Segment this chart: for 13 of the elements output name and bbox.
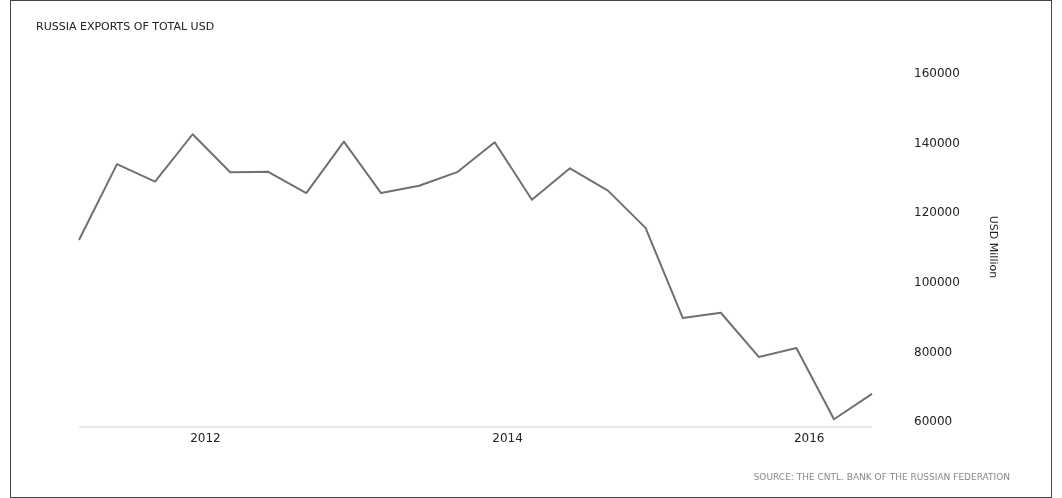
source-note: SOURCE: THE CNTL. BANK OF THE RUSSIAN FEDERATION <box>753 472 1010 482</box>
x-tick-label: 2012 <box>190 431 221 445</box>
y-tick-label: 60000 <box>914 414 953 429</box>
y-tick-label: 100000 <box>914 275 960 289</box>
chart-title: RUSSIA EXPORTS OF TOTAL USD <box>36 20 215 33</box>
y-tick-label: 120000 <box>914 205 960 220</box>
x-tick-label: 2014 <box>492 431 523 445</box>
y-tick-label: 160000 <box>914 66 960 81</box>
y-axis-title: USD Million <box>987 215 1000 279</box>
y-tick-label: 140000 <box>914 135 960 150</box>
x-tick-label: 2016 <box>793 431 825 445</box>
line-series <box>78 133 873 421</box>
y-tick-label: 80000 <box>914 344 953 359</box>
